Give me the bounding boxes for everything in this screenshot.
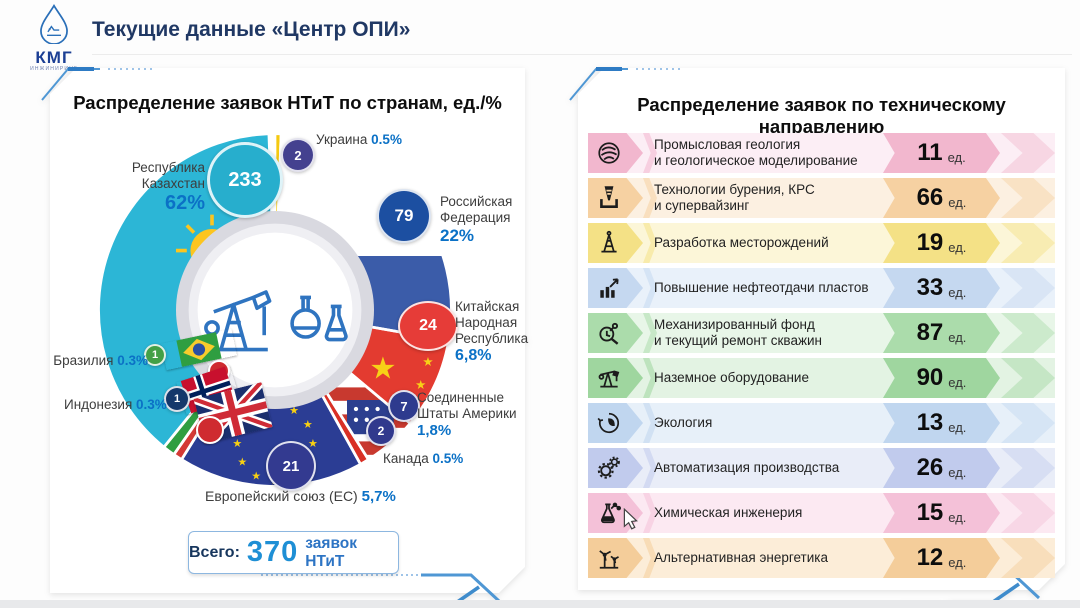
chart-up-icon xyxy=(600,278,619,298)
row-oil-recovery: Повышение нефтеотдачи пластов 33 ед. xyxy=(588,268,1055,308)
directions-chart-title: Распределение заявок по техническому нап… xyxy=(637,94,1006,137)
segment-canada xyxy=(318,386,369,465)
mouse-cursor xyxy=(623,508,638,530)
label-russia: Российская Федерация 22% xyxy=(440,194,513,245)
total-suffix: заявок НТиТ xyxy=(305,534,358,570)
total-box: Всего: 370 заявок НТиТ xyxy=(188,531,399,574)
svg-text:★: ★ xyxy=(289,405,299,417)
svg-text:★: ★ xyxy=(308,438,318,450)
countries-chart-title: Распределение заявок НТиТ по странам, ед… xyxy=(73,92,502,113)
brazil-flag-chip xyxy=(176,332,222,367)
brand-text: КМГ xyxy=(35,48,73,67)
badge-russia: 79 xyxy=(377,189,431,243)
label-kazakhstan: Республика Казахстан 62% xyxy=(131,160,205,214)
total-value: 370 xyxy=(246,536,299,568)
badge-indonesia: 1 xyxy=(164,386,190,412)
wind-turbine-icon xyxy=(599,550,619,569)
svg-text:★: ★ xyxy=(237,457,247,469)
svg-text:★: ★ xyxy=(251,471,261,483)
row-chemical-engineering: Химическая инженерия 15 ед. xyxy=(588,493,1055,533)
directions-panel: Распределение заявок по техническому нап… xyxy=(569,67,1065,604)
badge-ukraine: 2 xyxy=(281,138,315,172)
row-automation: Автоматизация производства 26 ед. xyxy=(588,448,1055,488)
svg-text:★: ★ xyxy=(369,351,396,385)
row-field-development: Разработка месторождений 19 ед. xyxy=(588,223,1055,263)
svg-text:★: ★ xyxy=(422,355,433,369)
badge-canada: 2 xyxy=(366,416,396,446)
badge-brazil: 1 xyxy=(144,344,166,366)
countries-panel: Распределение заявок НТиТ по странам, ед… xyxy=(41,67,528,607)
page-title: Текущие данные «Центр ОПИ» xyxy=(92,18,411,41)
row-ecology: Экология 13 ед. xyxy=(588,403,1055,443)
label-brazil: Бразилия 0.3% xyxy=(53,353,148,368)
row-surface-equipment: Наземное оборудование 90 ед. xyxy=(588,358,1055,398)
svg-text:★: ★ xyxy=(303,419,313,431)
ecology-icon xyxy=(597,412,620,434)
row-alternative-energy: Альтернативная энергетика 12 ед. xyxy=(588,538,1055,578)
pumpjack-icon xyxy=(598,370,620,388)
red-dot-flag xyxy=(196,416,224,444)
label-indonesia: Индонезия 0.3% xyxy=(64,397,167,412)
kmg-logo: КМГ ИНЖИНИРИНГ xyxy=(18,4,90,72)
header-divider xyxy=(92,54,1072,55)
label-canada: Канада 0.5% xyxy=(383,451,464,466)
direction-rows: Промысловая геология и геологическое моде… xyxy=(588,133,1055,583)
svg-text:★: ★ xyxy=(232,438,242,450)
chemistry-icon xyxy=(600,502,622,524)
badge-kazakhstan: 233 xyxy=(207,142,283,218)
drill-icon xyxy=(600,186,618,208)
label-china: Китайская Народная Республика 6,8% xyxy=(455,299,529,364)
badge-usa: 7 xyxy=(388,390,420,422)
well-service-icon xyxy=(599,322,619,345)
row-drilling: Технологии бурения, КРС и супервайзинг 66… xyxy=(588,178,1055,218)
row-mechanized-fund: Механизированный фонд и текущий ремонт ск… xyxy=(588,313,1055,353)
label-eu: Европейский союз (ЕС) 5,7% xyxy=(205,488,396,505)
badge-eu: 21 xyxy=(266,441,316,491)
row-geology: Промысловая геология и геологическое моде… xyxy=(588,133,1055,173)
geology-icon xyxy=(598,142,620,164)
total-label: Всего: xyxy=(189,543,240,561)
derrick-icon xyxy=(601,230,617,253)
badge-china: 24 xyxy=(398,301,458,351)
gears-icon xyxy=(597,456,620,479)
label-ukraine: Украина 0.5% xyxy=(316,132,402,147)
label-usa: Соединенные Штаты Америки 1,8% xyxy=(417,390,517,439)
svg-text:★: ★ xyxy=(415,378,426,392)
slide-bottom-strip xyxy=(0,600,1080,608)
drop-logo-icon xyxy=(40,4,68,45)
